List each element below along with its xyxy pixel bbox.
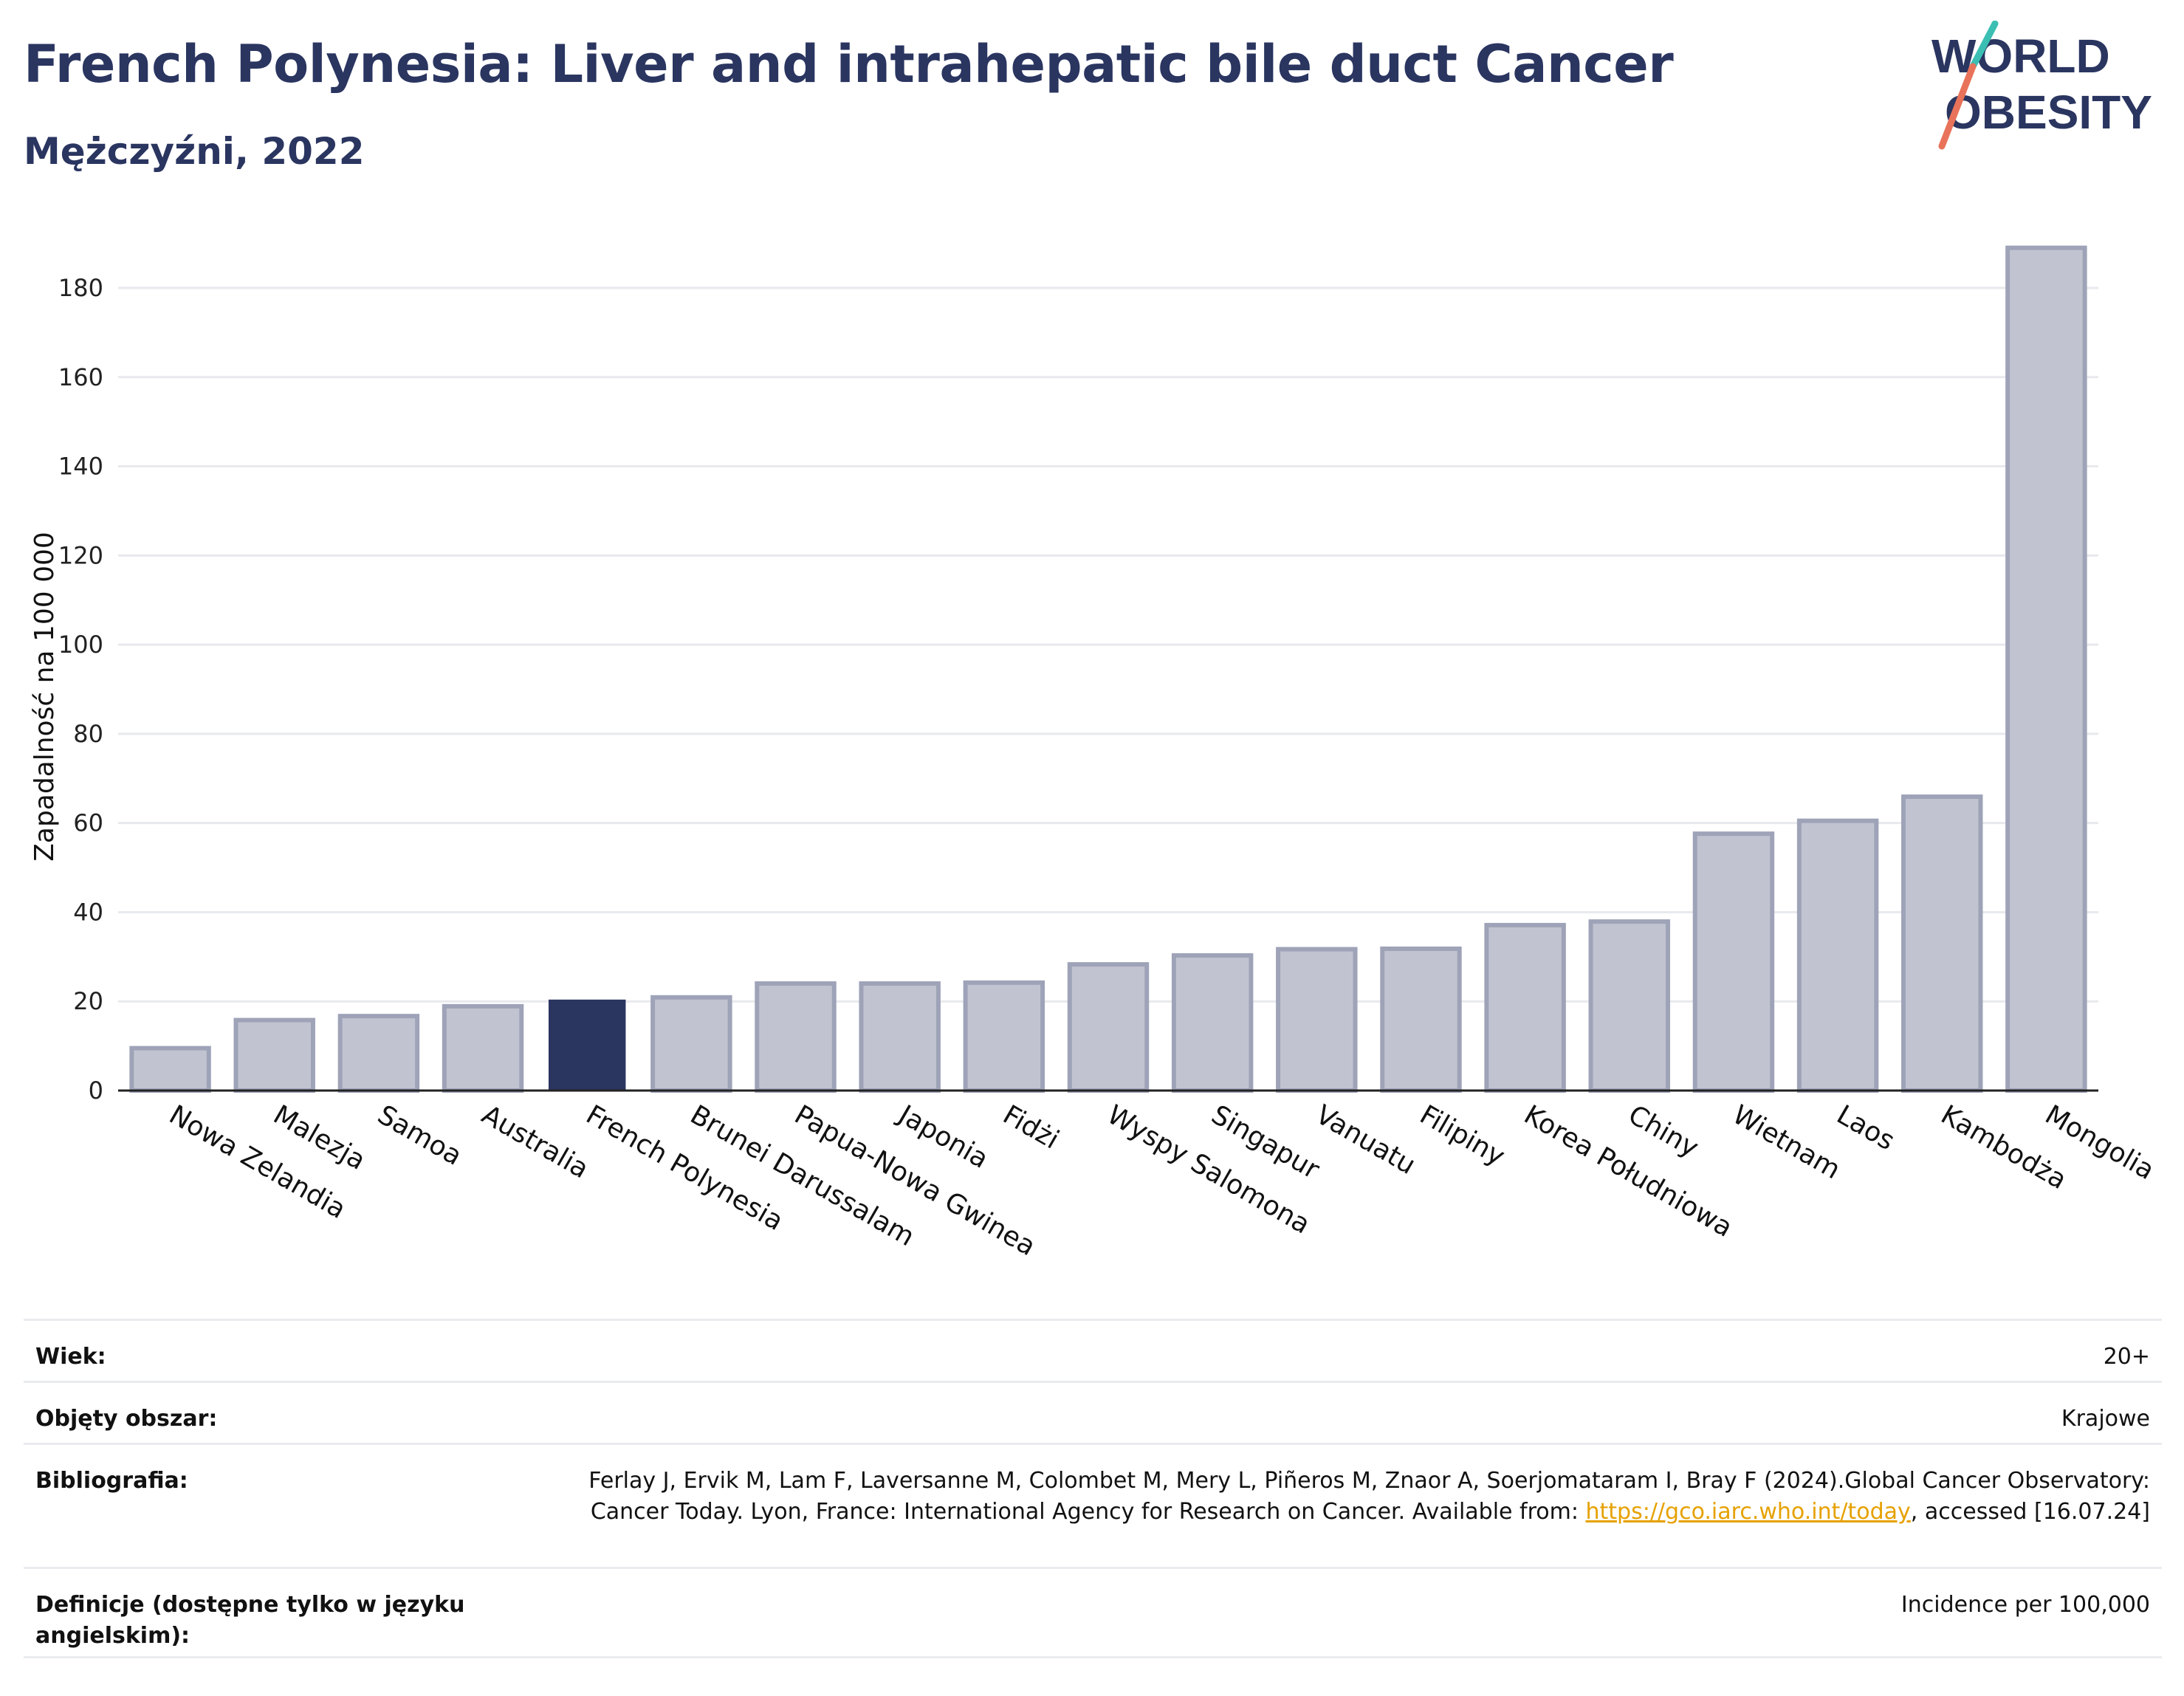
logo-word-2: OBESITY [1945,86,2152,139]
bar-chart: 0 20 40 60 80 100 120 140 160 180 Zapadalność na 1… [30,245,2159,1262]
x-tick-label: Laos [1832,1099,1900,1156]
logo-slash-teal [1969,21,1999,70]
bar [755,981,837,1093]
y-tick-label: 40 [73,898,103,926]
y-tick-label: 160 [58,363,103,391]
bar [1692,831,1775,1093]
x-tick-label: Samoa [372,1099,467,1172]
y-tick-label: 180 [58,274,103,302]
meta-label: Definicje (dostępne tylko w języku angie… [35,1592,465,1649]
y-tick-label: 60 [73,809,103,837]
meta-label: Wiek: [35,1344,106,1370]
bar [2005,245,2087,1093]
x-tick-label: French Polynesia [581,1099,789,1237]
bibliography-text: Ferlay J, Ervik M, Lam F, Laversanne M, … [588,1468,2150,1525]
chart-subtitle: Mężczyźni, 2022 [24,130,365,173]
y-tick-label: 20 [73,987,103,1015]
chart-title: French Polynesia: Liver and intrahepatic… [24,34,1674,95]
bar [1484,922,1566,1093]
meta-row-age: Wiek: 20+ [24,1319,2162,1381]
bar [1276,947,1358,1093]
y-tick-label: 0 [89,1077,103,1105]
x-tick-label: Wietnam [1727,1099,1845,1185]
source-link[interactable]: https://gco.iarc.who.int/today [1585,1499,1911,1525]
y-axis-label: Zapadalność na 100 000 [30,532,60,862]
y-tick-label: 100 [58,631,103,659]
bar [650,995,732,1094]
bar [859,981,941,1093]
bar [337,1014,420,1093]
world-obesity-logo: WORLD OBESITY [1931,21,2152,150]
meta-value: Krajowe [2061,1406,2150,1432]
y-tick-label: 120 [58,541,103,569]
meta-value: 20+ [2103,1344,2150,1370]
x-tick-label: Vanuatu [1311,1099,1421,1181]
x-tick-label: Australia [477,1099,594,1184]
bar [1588,919,1671,1093]
meta-label: Objęty obszar: [35,1406,218,1432]
y-tick-label: 140 [58,453,103,481]
bar [1901,794,1983,1093]
meta-row-definitions: Definicje (dostępne tylko w języku angie… [24,1567,2162,1658]
bar [129,1046,211,1094]
bar [548,999,626,1091]
metadata-table: Wiek: 20+ Objęty obszar: Krajowe Bibliog… [24,1319,2162,1658]
logo-word-1: WORLD [1931,30,2110,83]
bar [1380,946,1462,1093]
bibliography-accessed: , accessed [16.07.24] [1910,1499,2150,1525]
meta-row-area: Objęty obszar: Krajowe [24,1381,2162,1443]
x-tick-label: Fidżi [997,1099,1064,1155]
bar [963,980,1045,1093]
bar [442,1003,524,1093]
bar [1171,953,1254,1093]
x-tick-label: Nowa Zelandia [164,1099,351,1225]
bar [233,1017,315,1094]
meta-value: Ferlay J, Ervik M, Lam F, Laversanne M, … [555,1466,2150,1528]
bar [1067,962,1150,1094]
logo-slash-coral [1938,63,1977,150]
bar [1796,818,1879,1093]
x-tick-label: Filipiny [1415,1099,1510,1172]
y-tick-label: 80 [73,720,103,748]
meta-label: Bibliografia: [35,1468,188,1494]
x-tick-label: Chiny [1623,1099,1703,1164]
meta-value: Incidence per 100,000 [1900,1592,2150,1618]
meta-row-bibliography: Bibliografia: Ferlay J, Ervik M, Lam F, … [24,1443,2162,1567]
